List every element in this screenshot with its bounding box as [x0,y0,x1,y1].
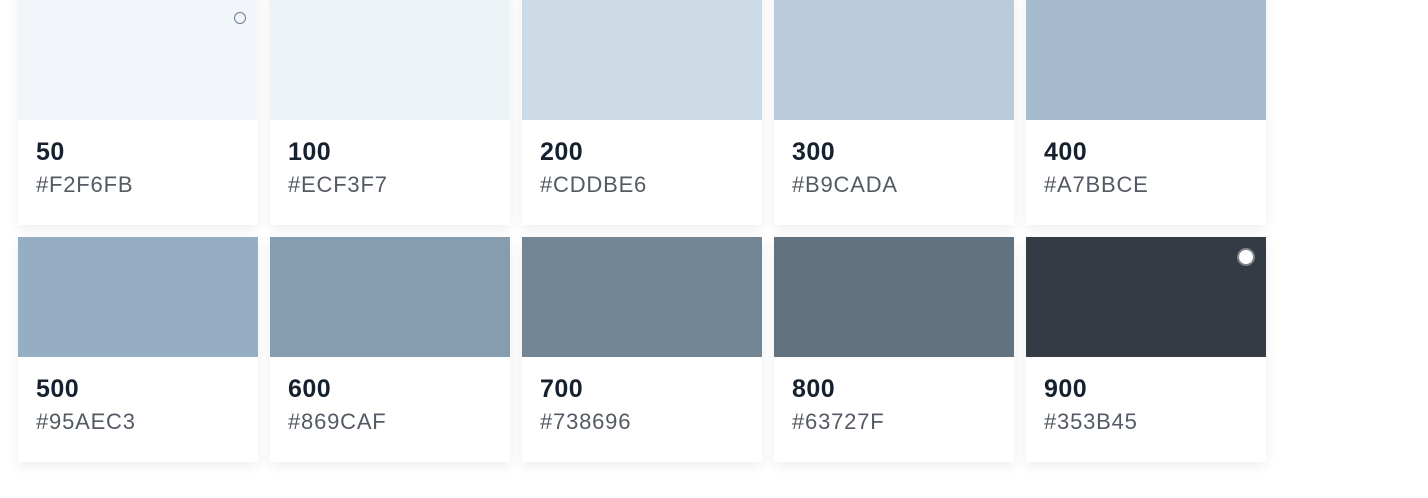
swatch-info: 50 #F2F6FB [18,120,258,198]
hex-value: #869CAF [288,409,387,434]
swatch-card-50[interactable]: 50 #F2F6FB [18,0,258,225]
color-swatch[interactable] [774,0,1014,120]
shade-label: 900 [1044,375,1088,403]
swatch-info: 200 #CDDBE6 [522,120,762,198]
hex-value: #738696 [540,409,632,434]
color-swatch-grid: 50 #F2F6FB 100 #ECF3F7 200 #CDDBE6 300 #B9CADA 4… [18,0,1266,462]
radio-selected-icon[interactable] [1237,248,1255,266]
color-swatch[interactable] [522,0,762,120]
color-swatch[interactable] [522,237,762,357]
swatch-card-700[interactable]: 700 #738696 [522,237,762,462]
swatch-info: 100 #ECF3F7 [270,120,510,198]
color-swatch[interactable] [18,0,258,120]
swatch-info: 700 #738696 [522,357,762,435]
color-swatch[interactable] [774,237,1014,357]
shade-label: 50 [36,138,65,166]
hex-value: #F2F6FB [36,172,134,197]
shade-label: 100 [288,138,332,166]
swatch-info: 500 #95AEC3 [18,357,258,435]
swatch-card-800[interactable]: 800 #63727F [774,237,1014,462]
swatch-card-300[interactable]: 300 #B9CADA [774,0,1014,225]
swatch-info: 300 #B9CADA [774,120,1014,198]
hex-value: #B9CADA [792,172,898,197]
hex-value: #ECF3F7 [288,172,388,197]
shade-label: 400 [1044,138,1088,166]
hex-value: #A7BBCE [1044,172,1149,197]
color-swatch[interactable] [1026,0,1266,120]
hex-value: #353B45 [1044,409,1138,434]
color-swatch[interactable] [270,237,510,357]
color-swatch[interactable] [1026,237,1266,357]
swatch-card-600[interactable]: 600 #869CAF [270,237,510,462]
swatch-card-900[interactable]: 900 #353B45 [1026,237,1266,462]
hex-value: #95AEC3 [36,409,136,434]
shade-label: 600 [288,375,332,403]
shade-label: 500 [36,375,80,403]
swatch-card-400[interactable]: 400 #A7BBCE [1026,0,1266,225]
shade-label: 300 [792,138,836,166]
shade-label: 200 [540,138,584,166]
radio-empty-icon[interactable] [234,12,246,24]
shade-label: 700 [540,375,584,403]
swatch-info: 600 #869CAF [270,357,510,435]
color-swatch[interactable] [18,237,258,357]
hex-value: #63727F [792,409,885,434]
swatch-info: 800 #63727F [774,357,1014,435]
swatch-card-500[interactable]: 500 #95AEC3 [18,237,258,462]
hex-value: #CDDBE6 [540,172,648,197]
swatch-info: 400 #A7BBCE [1026,120,1266,198]
swatch-info: 900 #353B45 [1026,357,1266,435]
color-swatch[interactable] [270,0,510,120]
shade-label: 800 [792,375,836,403]
swatch-card-200[interactable]: 200 #CDDBE6 [522,0,762,225]
swatch-card-100[interactable]: 100 #ECF3F7 [270,0,510,225]
